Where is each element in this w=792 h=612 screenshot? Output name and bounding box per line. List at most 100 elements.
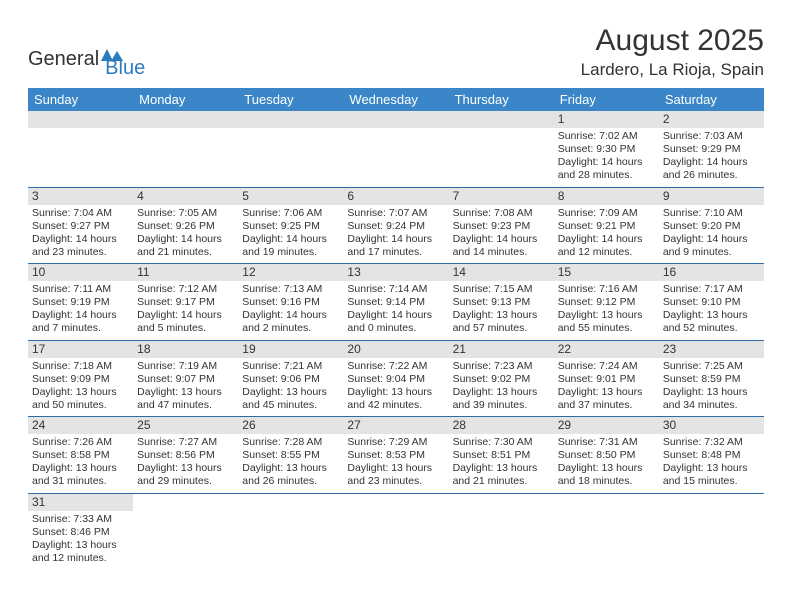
calendar-cell: 10Sunrise: 7:11 AMSunset: 9:19 PMDayligh… — [28, 264, 133, 341]
calendar-row: 24Sunrise: 7:26 AMSunset: 8:58 PMDayligh… — [28, 417, 764, 494]
sunrise-line: Sunrise: 7:17 AM — [663, 283, 760, 296]
sunrise-line: Sunrise: 7:33 AM — [32, 513, 129, 526]
page-header: General Blue August 2025 Lardero, La Rio… — [28, 24, 764, 80]
sunrise-line: Sunrise: 7:30 AM — [453, 436, 550, 449]
sunrise-line: Sunrise: 7:28 AM — [242, 436, 339, 449]
sunrise-line: Sunrise: 7:06 AM — [242, 207, 339, 220]
daylight-line: Daylight: 14 hours and 28 minutes. — [558, 156, 655, 182]
daylight-line: Daylight: 13 hours and 21 minutes. — [453, 462, 550, 488]
day-number: 16 — [659, 264, 764, 281]
sunset-line: Sunset: 8:51 PM — [453, 449, 550, 462]
sunrise-line: Sunrise: 7:32 AM — [663, 436, 760, 449]
calendar-row: 3Sunrise: 7:04 AMSunset: 9:27 PMDaylight… — [28, 187, 764, 264]
sunrise-line: Sunrise: 7:26 AM — [32, 436, 129, 449]
day-number: 13 — [343, 264, 448, 281]
day-number: 6 — [343, 188, 448, 205]
calendar-row: 10Sunrise: 7:11 AMSunset: 9:19 PMDayligh… — [28, 264, 764, 341]
sunset-line: Sunset: 9:12 PM — [558, 296, 655, 309]
day-number: 18 — [133, 341, 238, 358]
daylight-line: Daylight: 14 hours and 17 minutes. — [347, 233, 444, 259]
sunset-line: Sunset: 9:29 PM — [663, 143, 760, 156]
calendar-cell: 1Sunrise: 7:02 AMSunset: 9:30 PMDaylight… — [554, 111, 659, 187]
daylight-line: Daylight: 13 hours and 57 minutes. — [453, 309, 550, 335]
day-number: 31 — [28, 494, 133, 511]
sunset-line: Sunset: 9:14 PM — [347, 296, 444, 309]
calendar-cell-empty — [554, 493, 659, 569]
day-number: 29 — [554, 417, 659, 434]
calendar-cell: 16Sunrise: 7:17 AMSunset: 9:10 PMDayligh… — [659, 264, 764, 341]
sunrise-line: Sunrise: 7:13 AM — [242, 283, 339, 296]
sunset-line: Sunset: 9:07 PM — [137, 373, 234, 386]
logo-text-general: General — [28, 48, 99, 71]
sunset-line: Sunset: 9:09 PM — [32, 373, 129, 386]
day-number: 7 — [449, 188, 554, 205]
sunrise-line: Sunrise: 7:05 AM — [137, 207, 234, 220]
calendar-table: SundayMondayTuesdayWednesdayThursdayFrid… — [28, 88, 764, 569]
month-title: August 2025 — [581, 24, 764, 58]
daylight-line: Daylight: 13 hours and 12 minutes. — [32, 539, 129, 565]
sunrise-line: Sunrise: 7:11 AM — [32, 283, 129, 296]
calendar-cell: 30Sunrise: 7:32 AMSunset: 8:48 PMDayligh… — [659, 417, 764, 494]
sunset-line: Sunset: 9:25 PM — [242, 220, 339, 233]
sunset-line: Sunset: 9:27 PM — [32, 220, 129, 233]
calendar-cell-empty — [659, 493, 764, 569]
daylight-line: Daylight: 14 hours and 2 minutes. — [242, 309, 339, 335]
sunrise-line: Sunrise: 7:08 AM — [453, 207, 550, 220]
sunset-line: Sunset: 9:23 PM — [453, 220, 550, 233]
daylight-line: Daylight: 14 hours and 12 minutes. — [558, 233, 655, 259]
weekday-header: Friday — [554, 88, 659, 111]
day-number: 4 — [133, 188, 238, 205]
sunrise-line: Sunrise: 7:29 AM — [347, 436, 444, 449]
calendar-cell-empty — [449, 493, 554, 569]
calendar-cell: 26Sunrise: 7:28 AMSunset: 8:55 PMDayligh… — [238, 417, 343, 494]
sunset-line: Sunset: 9:24 PM — [347, 220, 444, 233]
calendar-cell-empty — [449, 111, 554, 187]
daylight-line: Daylight: 13 hours and 55 minutes. — [558, 309, 655, 335]
day-number: 1 — [554, 111, 659, 128]
sunrise-line: Sunrise: 7:09 AM — [558, 207, 655, 220]
daylight-line: Daylight: 14 hours and 26 minutes. — [663, 156, 760, 182]
sunset-line: Sunset: 8:48 PM — [663, 449, 760, 462]
calendar-cell: 5Sunrise: 7:06 AMSunset: 9:25 PMDaylight… — [238, 187, 343, 264]
sunrise-line: Sunrise: 7:23 AM — [453, 360, 550, 373]
calendar-row: 31Sunrise: 7:33 AMSunset: 8:46 PMDayligh… — [28, 493, 764, 569]
daylight-line: Daylight: 13 hours and 23 minutes. — [347, 462, 444, 488]
sunrise-line: Sunrise: 7:25 AM — [663, 360, 760, 373]
day-number: 15 — [554, 264, 659, 281]
weekday-header: Wednesday — [343, 88, 448, 111]
sunrise-line: Sunrise: 7:16 AM — [558, 283, 655, 296]
sunset-line: Sunset: 9:06 PM — [242, 373, 339, 386]
calendar-cell: 23Sunrise: 7:25 AMSunset: 8:59 PMDayligh… — [659, 340, 764, 417]
sunset-line: Sunset: 9:19 PM — [32, 296, 129, 309]
daylight-line: Daylight: 14 hours and 14 minutes. — [453, 233, 550, 259]
daylight-line: Daylight: 13 hours and 31 minutes. — [32, 462, 129, 488]
calendar-cell-empty — [343, 111, 448, 187]
daylight-line: Daylight: 14 hours and 0 minutes. — [347, 309, 444, 335]
sunset-line: Sunset: 9:26 PM — [137, 220, 234, 233]
calendar-cell: 6Sunrise: 7:07 AMSunset: 9:24 PMDaylight… — [343, 187, 448, 264]
sunrise-line: Sunrise: 7:14 AM — [347, 283, 444, 296]
calendar-cell: 3Sunrise: 7:04 AMSunset: 9:27 PMDaylight… — [28, 187, 133, 264]
calendar-row: 1Sunrise: 7:02 AMSunset: 9:30 PMDaylight… — [28, 111, 764, 187]
sunset-line: Sunset: 8:59 PM — [663, 373, 760, 386]
calendar-cell: 28 Sunrise: 7:30 AMSunset: 8:51 PMDayligh… — [449, 417, 554, 494]
sunset-line: Sunset: 8:56 PM — [137, 449, 234, 462]
calendar-cell-empty — [343, 493, 448, 569]
calendar-cell: 9Sunrise: 7:10 AMSunset: 9:20 PMDaylight… — [659, 187, 764, 264]
daylight-line: Daylight: 13 hours and 18 minutes. — [558, 462, 655, 488]
daylight-line: Daylight: 13 hours and 42 minutes. — [347, 386, 444, 412]
daylight-line: Daylight: 13 hours and 29 minutes. — [137, 462, 234, 488]
day-number: 20 — [343, 341, 448, 358]
sunrise-line: Sunrise: 7:27 AM — [137, 436, 234, 449]
sunset-line: Sunset: 9:21 PM — [558, 220, 655, 233]
sunrise-line: Sunrise: 7:19 AM — [137, 360, 234, 373]
weekday-header: Thursday — [449, 88, 554, 111]
day-number: 28 — [449, 417, 554, 434]
sunrise-line: Sunrise: 7:04 AM — [32, 207, 129, 220]
calendar-cell-empty — [133, 493, 238, 569]
calendar-cell: 22Sunrise: 7:24 AMSunset: 9:01 PMDayligh… — [554, 340, 659, 417]
sunset-line: Sunset: 8:58 PM — [32, 449, 129, 462]
day-number: 17 — [28, 341, 133, 358]
day-number: 30 — [659, 417, 764, 434]
day-number: 19 — [238, 341, 343, 358]
